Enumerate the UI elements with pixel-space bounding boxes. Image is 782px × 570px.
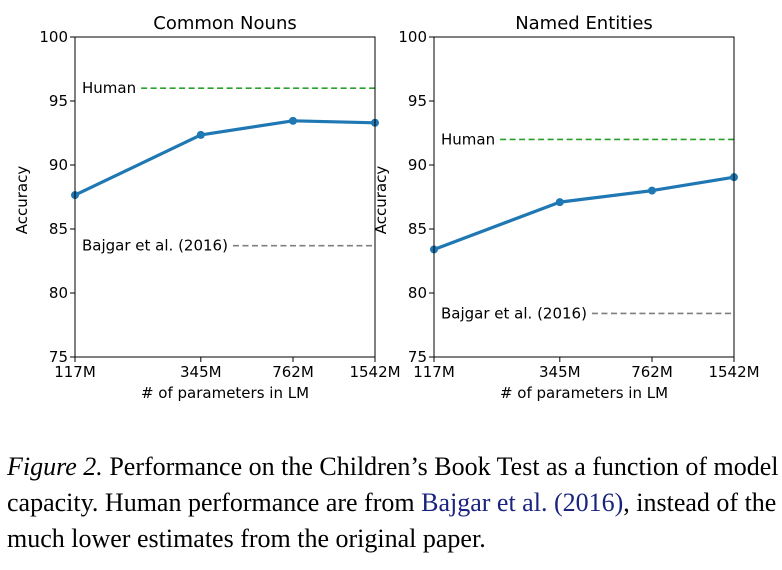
data-point (288, 116, 297, 125)
caption-citation-year[interactable]: (2016) (553, 488, 624, 517)
data-point (555, 198, 564, 207)
x-tick-label: 762M (631, 363, 673, 381)
reference-label: Human (441, 130, 495, 148)
reference-label: Human (82, 79, 136, 97)
y-tick-label: 100 (39, 28, 68, 46)
chart-title: Named Entities (515, 13, 653, 34)
data-point (196, 130, 205, 139)
x-tick-label: 345M (539, 363, 581, 381)
chart-panel-1: Common Nouns Human Bajgar et al. (2016) 75 8… (13, 13, 401, 402)
caption-text-before: Performance on the Children’s Book Test … (7, 452, 779, 517)
x-tick-label: 1542M (349, 363, 400, 381)
plot-frame (74, 36, 376, 358)
y-tick-label: 95 (49, 92, 68, 110)
y-tick-label: 90 (49, 156, 68, 174)
x-tick-label: 117M (413, 363, 455, 381)
x-tick-label: 345M (180, 363, 222, 381)
y-tick-label: 100 (398, 28, 427, 46)
y-tick-label: 75 (49, 348, 68, 366)
y-tick-label: 80 (408, 284, 427, 302)
y-tick-label: 90 (408, 156, 427, 174)
y-axis-title: Accuracy (13, 166, 31, 235)
x-tick-label: 1542M (708, 363, 759, 381)
series-line (433, 175, 735, 251)
caption-label: Figure 2. (7, 452, 103, 481)
y-tick-label: 95 (408, 92, 427, 110)
y-tick-label: 85 (49, 220, 68, 238)
y-axis-title: Accuracy (372, 166, 390, 235)
data-point (647, 186, 656, 195)
x-tick-label: 117M (54, 363, 96, 381)
figure: Common Nouns Human Bajgar et al. (2016) 75 8… (13, 13, 760, 402)
reference-label: Bajgar et al. (2016) (441, 304, 587, 322)
y-tick-label: 75 (408, 348, 427, 366)
x-tick-label: 762M (272, 363, 314, 381)
figure-caption: Figure 2. Performance on the Children’s … (7, 449, 779, 557)
caption-text-after: , instead of the much lower estimates fr… (7, 488, 777, 553)
reference-label: Bajgar et al. (2016) (82, 237, 228, 255)
y-tick-label: 80 (49, 284, 68, 302)
series-line (74, 119, 376, 197)
y-tick-label: 85 (408, 220, 427, 238)
chart-panel-2: Named Entities Human Bajgar et al. (2016) 7… (372, 13, 760, 402)
chart-title: Common Nouns (153, 13, 296, 34)
plot-frame (433, 36, 735, 358)
x-axis-title: # of parameters in LM (500, 384, 668, 402)
x-axis-title: # of parameters in LM (141, 384, 309, 402)
caption-citation-authors[interactable]: Bajgar et al. (421, 488, 548, 517)
